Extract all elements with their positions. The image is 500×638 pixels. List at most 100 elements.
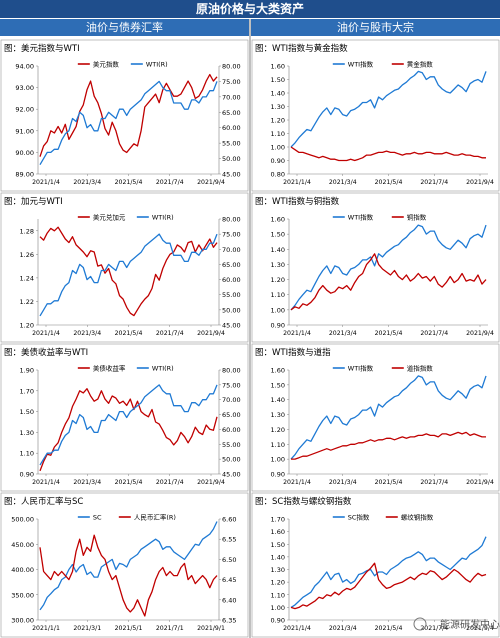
y-tick-label: 0.90	[271, 617, 285, 625]
y-right-tick-label: 65.00	[222, 411, 241, 419]
chart-panel	[0, 39, 249, 192]
y-tick-label: 1.90	[20, 367, 34, 375]
right-column-header: 油价与股市大宗	[251, 19, 500, 36]
series-line	[291, 431, 486, 460]
chart-title: 图：美元指数与WTI	[4, 43, 80, 54]
y-tick-label: 1.40	[271, 553, 285, 561]
chart-title: 图：WTI指数与铜指数	[255, 196, 340, 207]
y-tick-label: 1.30	[271, 261, 285, 269]
y-right-tick-label: 6.40	[222, 596, 236, 604]
y-tick-label: 1.60	[271, 63, 285, 71]
left-column-header: 油价与债券汇率	[0, 19, 249, 36]
y-tick-label: 1.50	[271, 541, 285, 549]
x-tick-label: 2021/3/1	[73, 625, 101, 632]
y-tick-label: 0.90	[271, 322, 285, 330]
legend-label: 美债收益率	[93, 364, 126, 373]
x-tick-label: 2021/5/4	[115, 479, 143, 486]
y-tick-label: 350.00	[11, 591, 34, 599]
y-tick-label: 1.20	[271, 426, 285, 434]
y-tick-label: 1.00	[271, 306, 285, 314]
y-tick-label: 89.00	[15, 171, 34, 179]
x-tick-label: 2021/7/4	[420, 179, 448, 186]
x-tick-label: 2021/1/4	[32, 179, 60, 186]
y-tick-label: 1.20	[271, 276, 285, 284]
y-right-tick-label: 80.00	[222, 63, 241, 71]
x-tick-label: 2021/1/4	[283, 625, 311, 632]
y-tick-label: 1.20	[271, 579, 285, 587]
y-tick-label: 1.10	[271, 291, 285, 299]
y-tick-label: 92.00	[15, 106, 34, 114]
y-tick-label: 1.60	[271, 367, 285, 375]
y-tick-label: 1.10	[20, 450, 34, 458]
y-tick-label: 0.90	[20, 471, 34, 479]
legend-label: 铜指数	[407, 213, 427, 222]
y-tick-label: 1.70	[20, 387, 34, 395]
x-tick-label: 2021/7/4	[420, 330, 448, 337]
y-right-tick-label: 45.00	[222, 471, 241, 479]
x-tick-label: 2021/3/4	[329, 479, 357, 486]
series-line	[290, 146, 486, 162]
x-tick-label: 2021/5/4	[375, 179, 403, 186]
x-tick-label: 2021/1/4	[32, 330, 60, 337]
x-tick-label: 2021/1/4	[283, 330, 311, 337]
x-tick-label: 2021/9/4	[197, 179, 225, 186]
y-tick-label: 1.20	[271, 117, 285, 125]
x-tick-label: 2021/1/4	[283, 479, 311, 486]
chart-title: 图：加元与WTI	[4, 196, 63, 207]
y-right-tick-label: 50.00	[222, 456, 241, 464]
x-tick-label: 2021/7/4	[156, 479, 184, 486]
chart-panel	[0, 192, 249, 343]
y-right-tick-label: 60.00	[222, 124, 241, 132]
y-tick-label: 91.00	[15, 127, 34, 135]
y-tick-label: 1.60	[271, 528, 285, 536]
y-right-tick-label: 50.00	[222, 306, 241, 314]
series-line	[290, 562, 487, 610]
legend-label: WTI(R)	[152, 365, 174, 373]
y-tick-label: 1.10	[271, 591, 285, 599]
y-tick-label: 1.50	[20, 408, 34, 416]
legend-label: WTI指数	[348, 60, 374, 69]
chart-panel	[251, 39, 500, 192]
series-line	[290, 375, 487, 460]
x-tick-label: 2021/9/4	[466, 179, 494, 186]
x-tick-label: 2021/7/4	[156, 330, 184, 337]
y-tick-label: 0.90	[271, 157, 285, 165]
y-right-tick-label: 6.50	[222, 556, 236, 564]
x-tick-label: 2021/9/4	[466, 479, 494, 486]
y-tick-label: 1.50	[271, 76, 285, 84]
legend-label: 美元指数	[93, 60, 120, 69]
y-right-tick-label: 6.60	[222, 516, 236, 524]
x-tick-label: 2021/1/4	[32, 479, 60, 486]
x-tick-label: 2021/5/4	[375, 625, 403, 632]
legend-label: 人民币汇率(R)	[134, 513, 176, 522]
x-tick-label: 2021/5/1	[115, 625, 143, 632]
series-line	[39, 233, 218, 317]
series-line	[39, 80, 218, 166]
y-tick-label: 1.70	[271, 516, 285, 524]
y-tick-label: 1.40	[271, 90, 285, 98]
y-right-tick-label: 55.00	[222, 441, 241, 449]
y-tick-label: 1.30	[20, 429, 34, 437]
y-right-tick-label: 75.00	[222, 78, 241, 86]
y-tick-label: 1.00	[271, 604, 285, 612]
y-right-tick-label: 65.00	[222, 109, 241, 117]
y-tick-label: 1.20	[20, 322, 34, 330]
y-tick-label: 1.30	[271, 566, 285, 574]
x-tick-label: 2021/5/4	[375, 479, 403, 486]
y-right-tick-label: 45.00	[222, 171, 241, 179]
chart-title: 图：SC指数与螺纹钢指数	[255, 496, 352, 507]
x-tick-label: 2021/9/4	[466, 330, 494, 337]
y-tick-label: 1.50	[271, 231, 285, 239]
y-tick-label: 1.60	[271, 216, 285, 224]
x-tick-label: 2021/3/4	[329, 179, 357, 186]
series-line	[290, 253, 487, 311]
x-tick-label: 2021/3/4	[329, 625, 357, 632]
y-tick-label: 1.28	[20, 227, 34, 235]
x-tick-label: 2021/7/1	[156, 625, 184, 632]
chart-title: 图：人民币汇率与SC	[4, 496, 83, 507]
legend-label: SC	[93, 514, 102, 522]
x-tick-label: 2021/5/4	[115, 330, 143, 337]
y-tick-label: 1.10	[271, 130, 285, 138]
series-line	[39, 388, 218, 472]
